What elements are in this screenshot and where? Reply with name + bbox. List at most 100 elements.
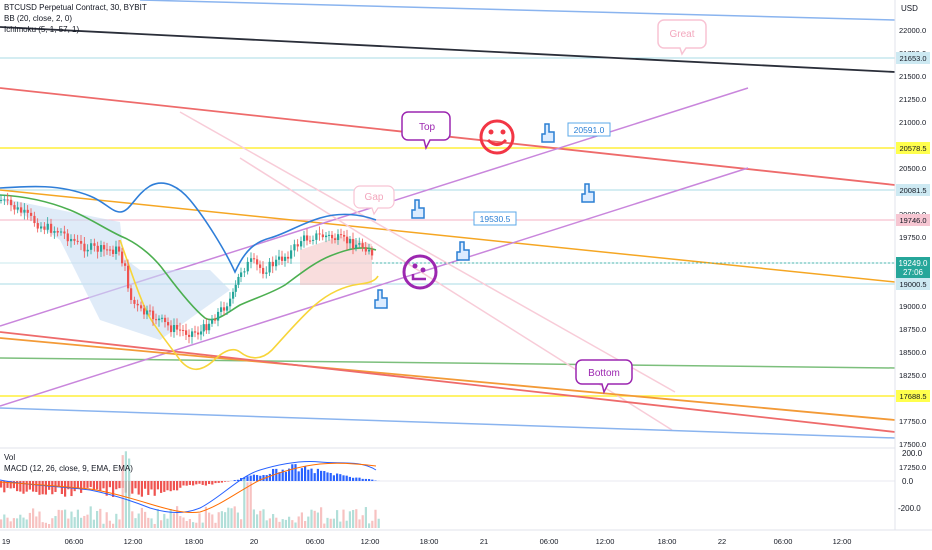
candle-body bbox=[76, 240, 79, 242]
callout-gap[interactable]: Gap bbox=[353, 185, 395, 216]
candle-body bbox=[63, 231, 66, 234]
macd-histogram-bar bbox=[204, 481, 207, 486]
trend-line-purple-lower[interactable] bbox=[0, 167, 749, 407]
macd-histogram-bar bbox=[268, 473, 271, 481]
volume-bar bbox=[345, 520, 348, 528]
time-axis-tick: 18:00 bbox=[658, 537, 677, 546]
pointing-hand-icon[interactable] bbox=[456, 241, 470, 261]
candle-body bbox=[50, 223, 53, 233]
volume-bar bbox=[211, 514, 214, 528]
price-line-label: 19000.5 bbox=[899, 280, 926, 289]
volume-bar bbox=[22, 517, 25, 528]
candle-body bbox=[229, 298, 232, 307]
price-axis-tick: 22000.0 bbox=[899, 26, 926, 35]
time-axis-tick: 12:00 bbox=[124, 537, 143, 546]
macd-histogram-bar bbox=[323, 471, 326, 481]
smiley-clock-icon[interactable] bbox=[402, 254, 438, 290]
candle-body bbox=[220, 307, 223, 312]
trend-line-pink-2[interactable] bbox=[239, 157, 673, 431]
pointing-hand-icon[interactable] bbox=[411, 199, 425, 219]
pointing-hand-icon[interactable] bbox=[541, 123, 555, 143]
macd-histogram-bar bbox=[284, 471, 287, 481]
symbol-legend[interactable]: BTCUSD Perpetual Contract, 30, BYBIT bbox=[4, 3, 147, 12]
candle-body bbox=[176, 325, 179, 330]
time-axis-tick: 06:00 bbox=[306, 537, 325, 546]
candle-body bbox=[70, 238, 73, 242]
volume-bar bbox=[137, 513, 140, 528]
price-label-20591-text: 20591.0 bbox=[574, 125, 605, 135]
volume-bar bbox=[140, 507, 143, 528]
trend-line-blue-top[interactable] bbox=[139, 0, 896, 21]
pointing-hand-icon[interactable] bbox=[581, 183, 595, 203]
price-label-20591[interactable]: 20591.0 bbox=[567, 122, 611, 137]
macd-axis-tick: 200.0 bbox=[902, 449, 923, 458]
candle-body bbox=[56, 231, 59, 233]
volume-bar bbox=[233, 506, 236, 528]
callout-great[interactable]: Great bbox=[657, 19, 707, 56]
trend-line-orange-lower[interactable] bbox=[0, 337, 896, 421]
smiley-happy-icon[interactable] bbox=[479, 119, 515, 155]
trend-line-black[interactable] bbox=[0, 26, 896, 73]
macd-histogram-bar bbox=[102, 481, 105, 489]
trend-line-red-lower[interactable] bbox=[0, 331, 896, 433]
volume-bar bbox=[368, 523, 371, 528]
volume-bar bbox=[51, 518, 54, 528]
macd-histogram-bar bbox=[358, 477, 361, 481]
trend-line-blue-lower[interactable] bbox=[0, 407, 896, 439]
volume-bar bbox=[0, 519, 3, 528]
trend-line-orange-upper[interactable] bbox=[0, 189, 896, 283]
macd-histogram-bar bbox=[246, 476, 249, 481]
volume-bar bbox=[179, 516, 182, 528]
macd-histogram-bar bbox=[291, 464, 294, 481]
candlestick-series[interactable] bbox=[0, 192, 374, 344]
macd-histogram-bar bbox=[169, 481, 172, 492]
candle-body bbox=[188, 334, 191, 337]
candle-body bbox=[66, 233, 69, 242]
candle-body bbox=[358, 243, 361, 245]
candle-body bbox=[306, 235, 309, 241]
candle-body bbox=[361, 243, 364, 248]
time-axis-tick: 06:00 bbox=[65, 537, 84, 546]
candle-body bbox=[262, 267, 265, 274]
pointing-hand-icon[interactable] bbox=[374, 289, 388, 309]
volume-bar bbox=[316, 512, 319, 528]
time-axis-ticks[interactable]: 19 06:00 12:00 18:00 20 06:00 12:00 18:00 21 06:0… bbox=[2, 537, 852, 546]
volume-bar bbox=[57, 509, 60, 528]
bb-legend[interactable]: BB (20, close, 2, 0) bbox=[4, 14, 73, 23]
candle-body bbox=[300, 241, 303, 247]
volume-bar bbox=[204, 506, 207, 528]
macd-histogram-bar bbox=[348, 476, 351, 481]
callout-top[interactable]: Top bbox=[401, 111, 451, 151]
time-axis-tick: 12:00 bbox=[361, 537, 380, 546]
candle-body bbox=[103, 245, 106, 250]
macd-histogram-bar bbox=[201, 481, 204, 485]
volume-bar bbox=[163, 513, 166, 528]
level-line-green[interactable] bbox=[0, 357, 896, 369]
volume-bar bbox=[131, 511, 134, 528]
macd-histogram-bar bbox=[294, 464, 297, 481]
macd-histogram-bar bbox=[307, 469, 310, 481]
ichimoku-legend[interactable]: Ichimoku (5, 1, 57, 1) bbox=[4, 25, 80, 34]
candle-body bbox=[205, 324, 208, 331]
vol-legend[interactable]: Vol bbox=[4, 453, 16, 462]
macd-histogram-bar bbox=[252, 474, 255, 481]
callout-top-text: Top bbox=[419, 122, 436, 133]
callout-bottom[interactable]: Bottom bbox=[575, 359, 633, 395]
trend-line-pink-1[interactable] bbox=[179, 111, 676, 393]
volume-bar bbox=[192, 522, 195, 528]
time-axis-tick: 12:00 bbox=[833, 537, 852, 546]
candle-body bbox=[115, 246, 118, 254]
macd-histogram-bar bbox=[192, 481, 195, 486]
price-label-19530[interactable]: 19530.5 bbox=[473, 211, 517, 226]
price-line-label-bg bbox=[896, 390, 930, 402]
macd-histogram-bar bbox=[275, 468, 278, 481]
candle-body bbox=[23, 209, 26, 213]
time-axis-tick: 06:00 bbox=[540, 537, 559, 546]
macd-legend[interactable]: MACD (12, 26, close, 9, EMA, EMA) bbox=[4, 464, 133, 473]
price-line-label-bg bbox=[896, 214, 930, 226]
macd-histogram-bar bbox=[22, 481, 25, 494]
volume-bar bbox=[86, 514, 89, 528]
candle-body bbox=[0, 199, 3, 201]
candle-body bbox=[133, 299, 136, 304]
